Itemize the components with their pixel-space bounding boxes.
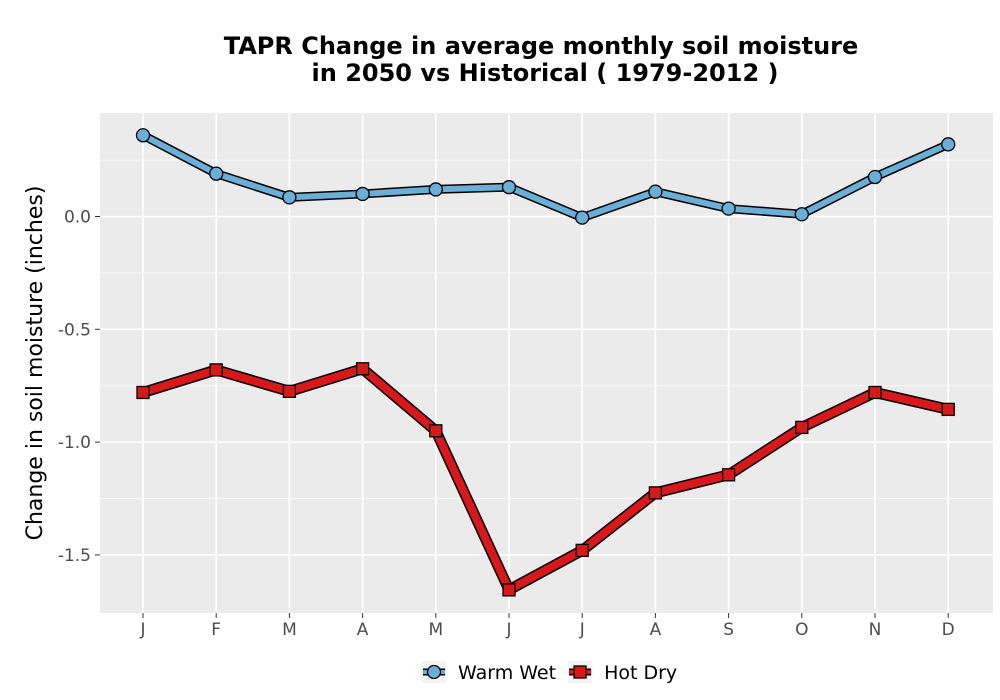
data-point-circle: [355, 186, 370, 202]
legend-label: Hot Dry: [604, 662, 677, 684]
chart-subtitle: in 2050 vs Historical ( 1979-2012 ): [312, 59, 779, 87]
y-tick-label: -1.5: [58, 546, 91, 566]
data-point-square: [648, 486, 663, 500]
data-point-circle: [648, 184, 663, 199]
data-point-square: [941, 402, 955, 417]
data-point-circle: [941, 137, 956, 152]
data-point-circle: [794, 207, 809, 222]
data-point-circle: [428, 182, 443, 197]
data-point-circle: [501, 180, 517, 195]
data-point-square: [721, 468, 736, 482]
data-point-square: [795, 420, 809, 435]
legend-item: Hot Dry: [568, 661, 677, 684]
y-tick-label: -0.5: [58, 320, 91, 340]
data-point-square: [429, 424, 443, 438]
data-point-square: [355, 362, 370, 376]
x-tick-label: O: [795, 620, 808, 640]
data-point-circle: [135, 128, 151, 143]
legend-item: Warm Wet: [422, 661, 556, 684]
x-tick-label: S: [723, 620, 734, 640]
data-point-square: [136, 385, 150, 400]
data-point-square: [209, 363, 223, 377]
data-point-circle: [575, 210, 590, 225]
x-tick-label: J: [579, 620, 585, 640]
data-point-circle: [721, 201, 736, 216]
x-tick-label: A: [357, 620, 369, 640]
y-axis: 0.0 -0.5 -1.0 -1.5: [58, 208, 100, 566]
series-line: [140, 132, 952, 221]
grid-major: [100, 113, 993, 613]
grid-minor: [100, 159, 993, 499]
legend-label: Warm Wet: [458, 662, 556, 684]
data-point-circle: [867, 169, 883, 185]
data-point-circle: [282, 190, 297, 205]
data-point-square: [282, 384, 297, 398]
x-tick-label: J: [505, 620, 511, 640]
x-tick-label: M: [428, 620, 443, 640]
data-point-circle: [209, 166, 224, 181]
y-axis-title: Change in soil moisture (inches): [23, 186, 48, 541]
data-point-square: [502, 583, 516, 597]
x-tick-label: J: [139, 620, 145, 640]
series-line: [139, 364, 953, 594]
legend-key-marker: [573, 665, 587, 679]
data-point-square: [868, 385, 882, 400]
x-tick-label: D: [942, 620, 955, 640]
y-tick-label: 0.0: [64, 208, 91, 228]
legend: Warm Wet Hot Dry: [422, 661, 677, 684]
y-tick-label: -1.0: [58, 433, 91, 453]
x-tick-label: M: [282, 620, 297, 640]
x-tick-label: A: [650, 620, 662, 640]
data-point-square: [575, 543, 589, 558]
x-tick-label: N: [869, 620, 882, 640]
series-layer: [135, 128, 956, 597]
legend-key-marker: [426, 664, 442, 680]
x-tick-label: F: [211, 620, 221, 640]
chart-title: TAPR Change in average monthly soil mois…: [224, 32, 859, 60]
